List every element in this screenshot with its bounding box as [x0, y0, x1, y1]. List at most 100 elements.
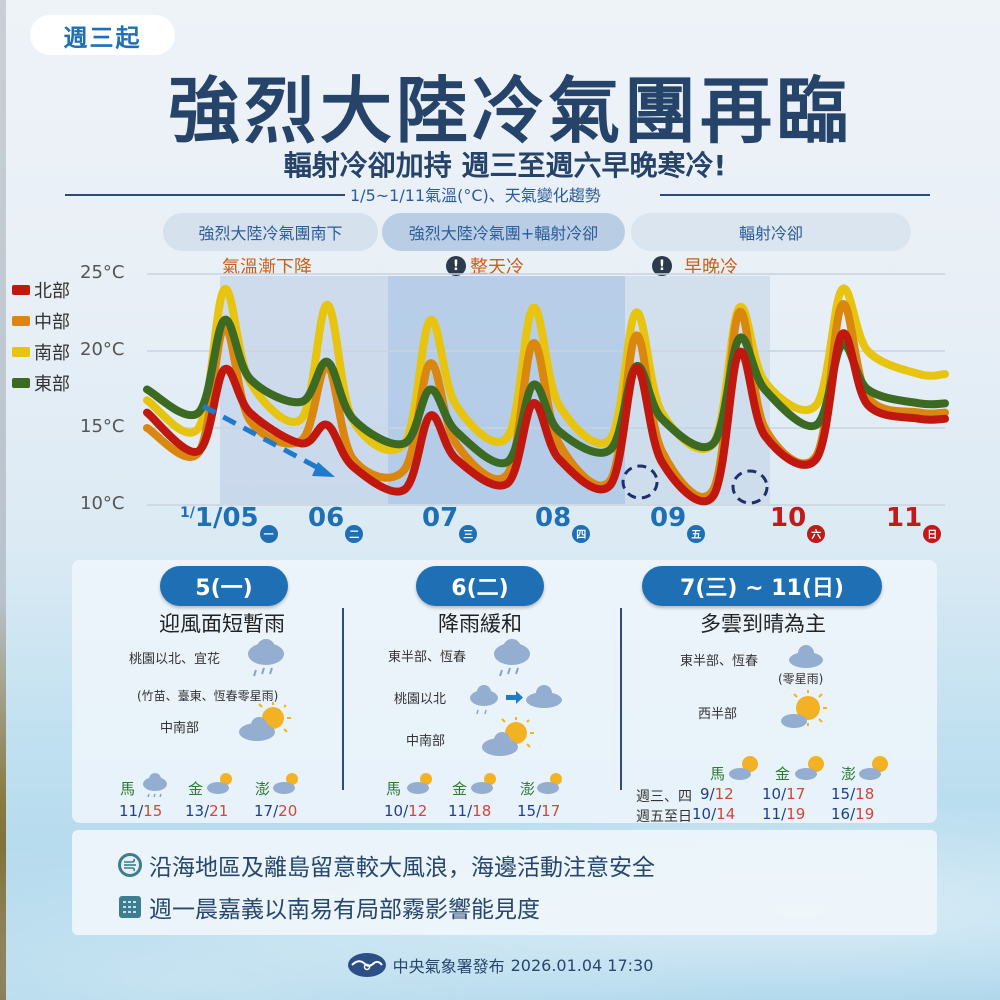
island-label: 馬: [386, 780, 402, 798]
cwa-logo-icon: [347, 953, 386, 977]
phase-3: 輻射冷卻: [631, 213, 911, 251]
publish-datetime: 2026.01.04 17:30: [510, 955, 654, 975]
x-tick-10: 10六: [770, 503, 826, 543]
x-tick-label: 06: [308, 503, 345, 533]
notice-panel: 沿海地區及離島留意較大風浪，海邊活動注意安全 週一晨嘉義以南易有局部霧影響能見度: [72, 830, 937, 935]
y-tick: 10°C: [80, 493, 125, 514]
phase-3-note: ! 早晚冷: [652, 253, 738, 279]
island-label: 馬: [120, 780, 136, 798]
x-tick-11: 11日: [886, 503, 942, 543]
dow-badge: 四: [572, 524, 591, 543]
legend-label: 北部: [34, 280, 70, 302]
phase-1-note: 氣溫漸下降: [222, 253, 312, 279]
x-tick-label: 07: [422, 503, 459, 533]
island-temp: 9/12: [700, 785, 734, 803]
rain-to-cloud-icon: [470, 685, 562, 715]
region-label: 中南部: [160, 721, 200, 736]
notice-text: 週一晨嘉義以南易有局部霧影響能見度: [149, 897, 540, 923]
island-temp: 11/15: [119, 802, 163, 820]
partly-sunny-icon: [482, 717, 534, 756]
island-label: 澎: [841, 765, 857, 783]
legend-item-east: 東部: [12, 367, 70, 398]
day-column-7-11: 7(三) ~ 11(日) 多雲到晴為主 東半部、恆春 (零星雨) 西半部 馬 金…: [628, 560, 937, 825]
x-tick-08: 08四: [535, 503, 591, 543]
daily-forecast-panel: 5(一) 迎風面短暫雨 桃園以北、宜花 (竹苗、臺東、恆春零星雨) 中南部 馬 …: [72, 560, 937, 825]
sunny-cloud-icon: [729, 756, 758, 780]
day-pill: 5(一): [160, 566, 288, 606]
region-note: (零星雨): [778, 672, 824, 686]
island-temp: 10/17: [762, 785, 806, 803]
island-label: 金: [452, 780, 468, 798]
line-north: [143, 329, 949, 506]
temp-row-wed-thu: 週三、四: [636, 789, 692, 805]
legend-label: 南部: [34, 342, 70, 364]
day-column-5: 5(一) 迎風面短暫雨 桃園以北、宜花 (竹苗、臺東、恆春零星雨) 中南部 馬 …: [72, 560, 347, 823]
dow-badge: 三: [459, 524, 478, 543]
rain-cloud-icon: [143, 773, 167, 798]
phase-1-note-text: 氣溫漸下降: [222, 257, 312, 278]
region-label: 中南部: [406, 734, 446, 749]
island-temp: 10/14: [692, 805, 736, 823]
wind-wave-icon: [118, 853, 142, 877]
island-temp: 11/18: [448, 802, 492, 820]
temp-row-fri-sun: 週五至日: [636, 809, 692, 825]
dow-badge: 二: [345, 524, 364, 543]
region-label: 東半部、恆春: [388, 650, 467, 665]
column-divider: [342, 608, 344, 790]
sunny-cloud-icon: [781, 690, 827, 728]
region-label: 桃園以北、宜花: [129, 652, 221, 667]
island-temp: 13/21: [185, 802, 229, 820]
island-label: 金: [775, 765, 791, 783]
legend-swatch-south: [12, 346, 30, 357]
legend-item-north: 北部: [12, 274, 70, 305]
island-temp: 11/19: [762, 805, 806, 823]
partly-sunny-icon: [239, 702, 291, 741]
cloud-icon: [789, 645, 823, 668]
chart-legend: 北部 中部 南部 東部: [12, 274, 70, 398]
cold-low-circle: [731, 469, 769, 505]
island-label: 澎: [255, 780, 271, 798]
island-label: 金: [188, 780, 204, 798]
heading-rule-right: [660, 194, 930, 196]
publisher: 中央氣象署發布: [392, 957, 505, 976]
line-south: [143, 284, 949, 454]
legend-item-south: 南部: [12, 336, 70, 367]
phase-2: 強烈大陸冷氣團+輻射冷卻: [382, 213, 625, 251]
day-column-6: 6(二) 降雨緩和 東半部、恆春 桃園以北 中南部 馬 金 澎 10/12 11…: [360, 560, 620, 823]
chart-heading: 1/5~1/11氣溫(°C)、天氣變化趨勢: [0, 182, 1000, 206]
x-tick-label: 10: [770, 503, 807, 533]
phase-2-note-text: 整天冷: [470, 257, 524, 278]
legend-swatch-north: [12, 284, 30, 295]
island-label: 馬: [710, 765, 726, 783]
line-east: [143, 316, 949, 468]
x-tick-label: 08: [535, 503, 572, 533]
region-label: (竹苗、臺東、恆春零星雨): [137, 689, 279, 703]
sunny-cloud-icon: [859, 756, 888, 780]
background-edge: [0, 0, 6, 1000]
dow-badge: 一: [259, 524, 278, 543]
island-temp: 15/18: [831, 785, 875, 803]
x-tick-label: 11: [886, 503, 923, 533]
day-title: 迎風面短暫雨: [159, 612, 285, 636]
x-tick-label: 1/05: [194, 503, 259, 533]
partly-sunny-icon: [407, 773, 432, 794]
island-temp: 16/19: [831, 805, 875, 823]
island-temp: 10/12: [384, 802, 428, 820]
footer: 中央氣象署發布 2026.01.04 17:30: [0, 952, 1000, 978]
partly-sunny-icon: [273, 773, 298, 794]
island-temp: 15/17: [517, 802, 561, 820]
y-tick: 25°C: [80, 262, 125, 283]
region-label: 桃園以北: [394, 692, 447, 707]
partly-sunny-icon: [207, 773, 232, 794]
dow-badge: 日: [923, 524, 942, 543]
trend-arrow: [201, 403, 335, 477]
day-pill: 6(二): [416, 566, 544, 606]
x-tick-07: 07三: [422, 503, 478, 543]
region-label: 東半部、恆春: [680, 654, 759, 669]
notice-wind: 沿海地區及離島留意較大風浪，海邊活動注意安全: [117, 848, 655, 882]
temperature-chart: [143, 273, 949, 506]
island-label: 澎: [520, 780, 536, 798]
y-tick: 20°C: [80, 339, 125, 360]
legend-label: 東部: [34, 373, 70, 395]
legend-swatch-central: [12, 315, 30, 326]
